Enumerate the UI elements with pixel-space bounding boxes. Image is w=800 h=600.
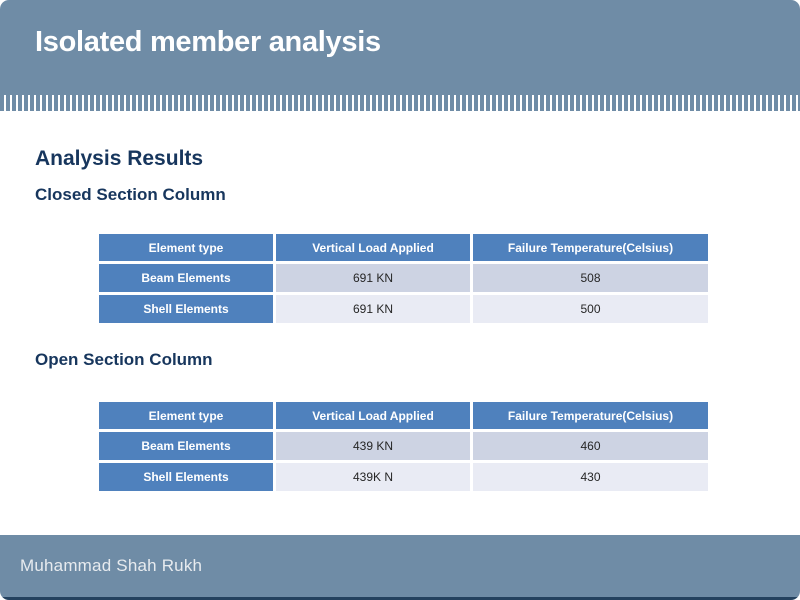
slide-body: Analysis Results Closed Section Column E…	[0, 147, 800, 494]
table-header-row: Element type Vertical Load Applied Failu…	[99, 402, 708, 429]
column-header-failure-temperature: Failure Temperature(Celsius)	[473, 402, 708, 429]
cell-failure-temperature: 500	[473, 295, 708, 323]
row-header-shell-elements: Shell Elements	[99, 463, 273, 491]
open-section-table: Element type Vertical Load Applied Failu…	[96, 399, 711, 494]
bottom-accent-line	[0, 597, 800, 600]
table-row: Beam Elements 691 KN 508	[99, 264, 708, 292]
closed-section-column-section: Closed Section Column Element type Verti…	[35, 185, 800, 326]
closed-section-table: Element type Vertical Load Applied Failu…	[96, 231, 711, 326]
cell-vertical-load: 691 KN	[276, 295, 470, 323]
table-row: Shell Elements 691 KN 500	[99, 295, 708, 323]
row-header-shell-elements: Shell Elements	[99, 295, 273, 323]
table-row: Beam Elements 439 KN 460	[99, 432, 708, 460]
cell-failure-temperature: 460	[473, 432, 708, 460]
table-row: Shell Elements 439K N 430	[99, 463, 708, 491]
cell-vertical-load: 691 KN	[276, 264, 470, 292]
closed-section-heading: Closed Section Column	[35, 185, 226, 204]
column-header-vertical-load: Vertical Load Applied	[276, 402, 470, 429]
column-header-failure-temperature: Failure Temperature(Celsius)	[473, 234, 708, 261]
open-section-column-section: Open Section Column Element type Vertica…	[35, 350, 800, 494]
ticker-comb-decoration	[0, 95, 800, 111]
row-header-beam-elements: Beam Elements	[99, 432, 273, 460]
column-header-element-type: Element type	[99, 402, 273, 429]
cell-failure-temperature: 508	[473, 264, 708, 292]
cell-failure-temperature: 430	[473, 463, 708, 491]
slide-title: Isolated member analysis	[35, 26, 381, 58]
slide-title-band: Isolated member analysis	[0, 0, 800, 95]
author-name: Muhammad Shah Rukh	[20, 556, 203, 575]
cell-vertical-load: 439K N	[276, 463, 470, 491]
open-section-heading: Open Section Column	[35, 350, 213, 369]
column-header-vertical-load: Vertical Load Applied	[276, 234, 470, 261]
row-header-beam-elements: Beam Elements	[99, 264, 273, 292]
analysis-results-heading: Analysis Results	[35, 147, 204, 170]
slide-footer-band: Muhammad Shah Rukh	[0, 535, 800, 597]
cell-vertical-load: 439 KN	[276, 432, 470, 460]
table-header-row: Element type Vertical Load Applied Failu…	[99, 234, 708, 261]
column-header-element-type: Element type	[99, 234, 273, 261]
